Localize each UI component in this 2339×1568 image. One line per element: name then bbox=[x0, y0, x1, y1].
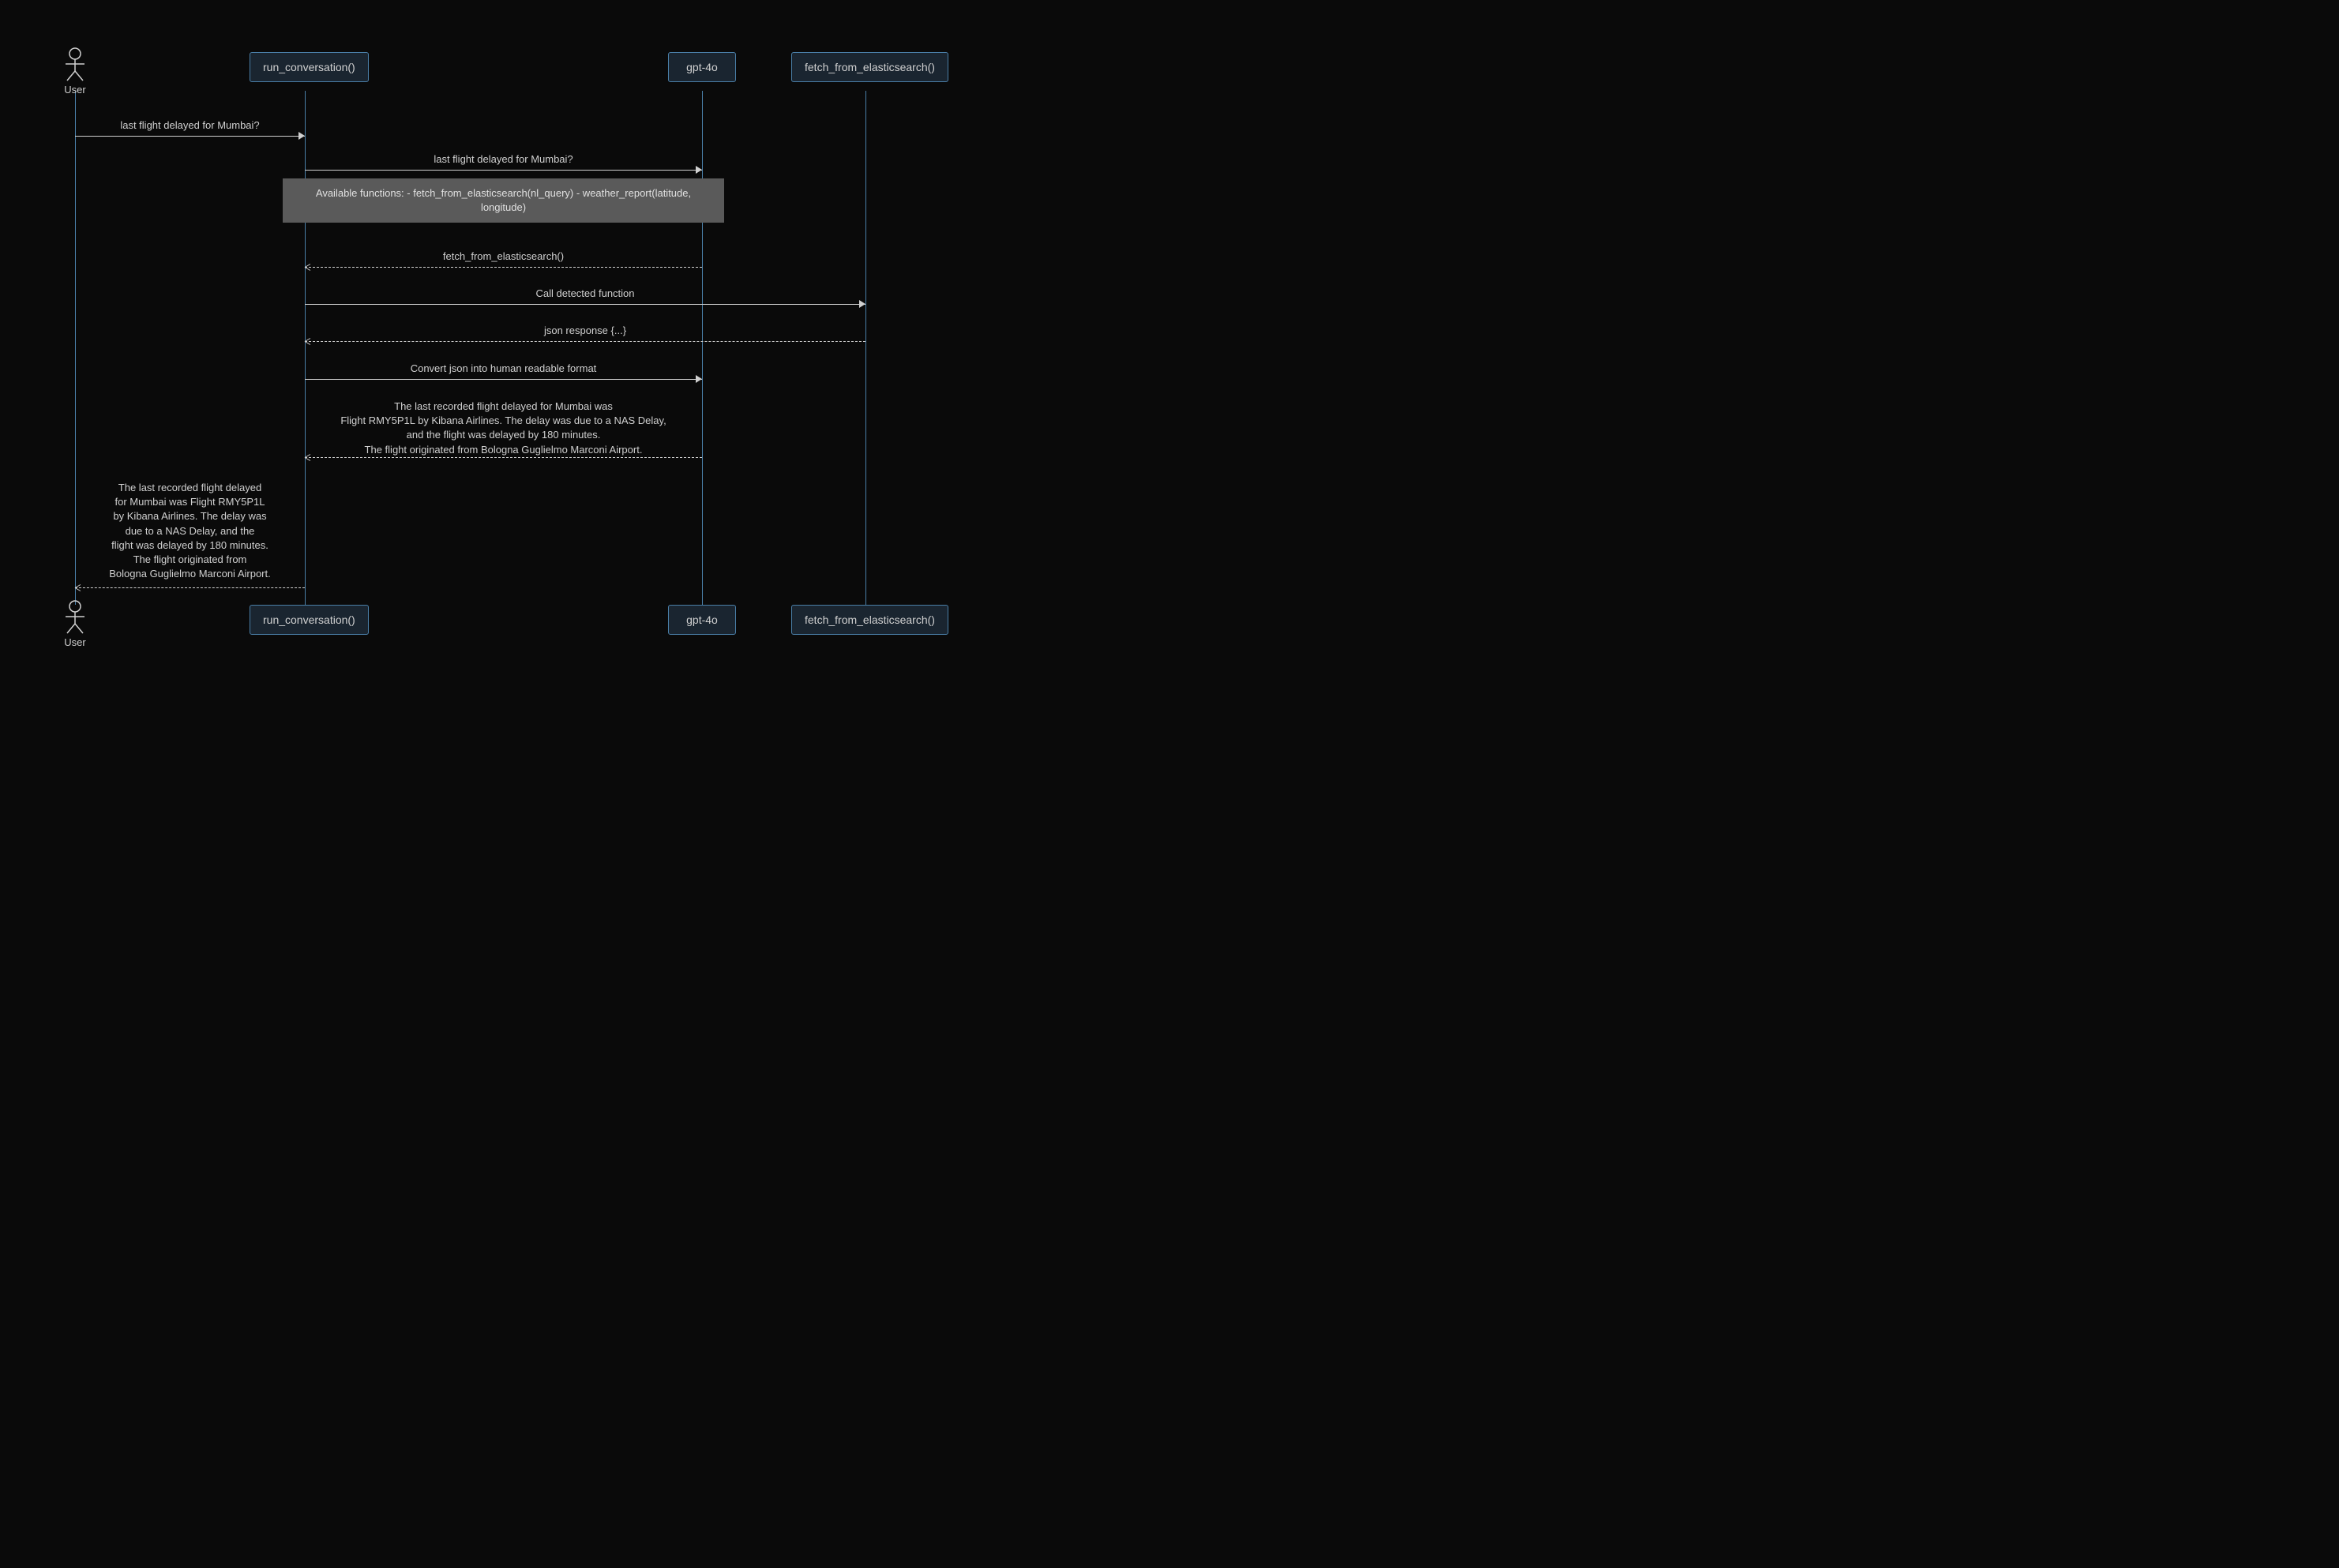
participant-run_conv-top: run_conversation() bbox=[250, 52, 369, 82]
arrow-head-1 bbox=[696, 166, 702, 174]
arrow-3 bbox=[305, 304, 865, 305]
participant-run_conv-bottom: run_conversation() bbox=[250, 605, 369, 635]
actor-label: User bbox=[64, 84, 85, 96]
note-0: Available functions: - fetch_from_elasti… bbox=[283, 178, 724, 223]
message-label-3: Call detected function bbox=[535, 287, 634, 301]
message-label-6: The last recorded flight delayed for Mum… bbox=[340, 400, 666, 457]
arrow-5 bbox=[305, 379, 702, 380]
user-icon bbox=[64, 47, 86, 82]
participant-gpt4o-top: gpt-4o bbox=[668, 52, 736, 82]
arrow-head-0 bbox=[298, 132, 305, 140]
arrow-1 bbox=[305, 170, 702, 171]
message-label-7: The last recorded flight delayed for Mum… bbox=[109, 481, 271, 581]
message-label-0: last flight delayed for Mumbai? bbox=[120, 118, 259, 133]
message-label-4: json response {...} bbox=[544, 324, 626, 338]
participant-fetch_es-bottom: fetch_from_elasticsearch() bbox=[791, 605, 948, 635]
lifeline-gpt4o bbox=[702, 91, 703, 605]
message-label-2: fetch_from_elasticsearch() bbox=[443, 249, 564, 264]
lifeline-fetch_es bbox=[865, 91, 866, 605]
arrow-0 bbox=[75, 136, 305, 137]
arrow-4 bbox=[305, 341, 865, 342]
actor-user-bottom: User bbox=[55, 600, 95, 648]
lifeline-run_conv bbox=[305, 91, 306, 605]
arrow-7 bbox=[75, 587, 305, 588]
participant-fetch_es-top: fetch_from_elasticsearch() bbox=[791, 52, 948, 82]
actor-user-top: User bbox=[55, 47, 95, 96]
lifeline-user bbox=[75, 91, 76, 605]
message-label-1: last flight delayed for Mumbai? bbox=[434, 152, 573, 167]
arrow-6 bbox=[305, 457, 702, 458]
actor-label: User bbox=[64, 636, 85, 648]
arrow-head-3 bbox=[859, 300, 865, 308]
arrow-2 bbox=[305, 267, 702, 268]
user-icon bbox=[64, 600, 86, 635]
message-label-5: Convert json into human readable format bbox=[411, 362, 597, 376]
arrow-head-5 bbox=[696, 375, 702, 383]
participant-gpt4o-bottom: gpt-4o bbox=[668, 605, 736, 635]
